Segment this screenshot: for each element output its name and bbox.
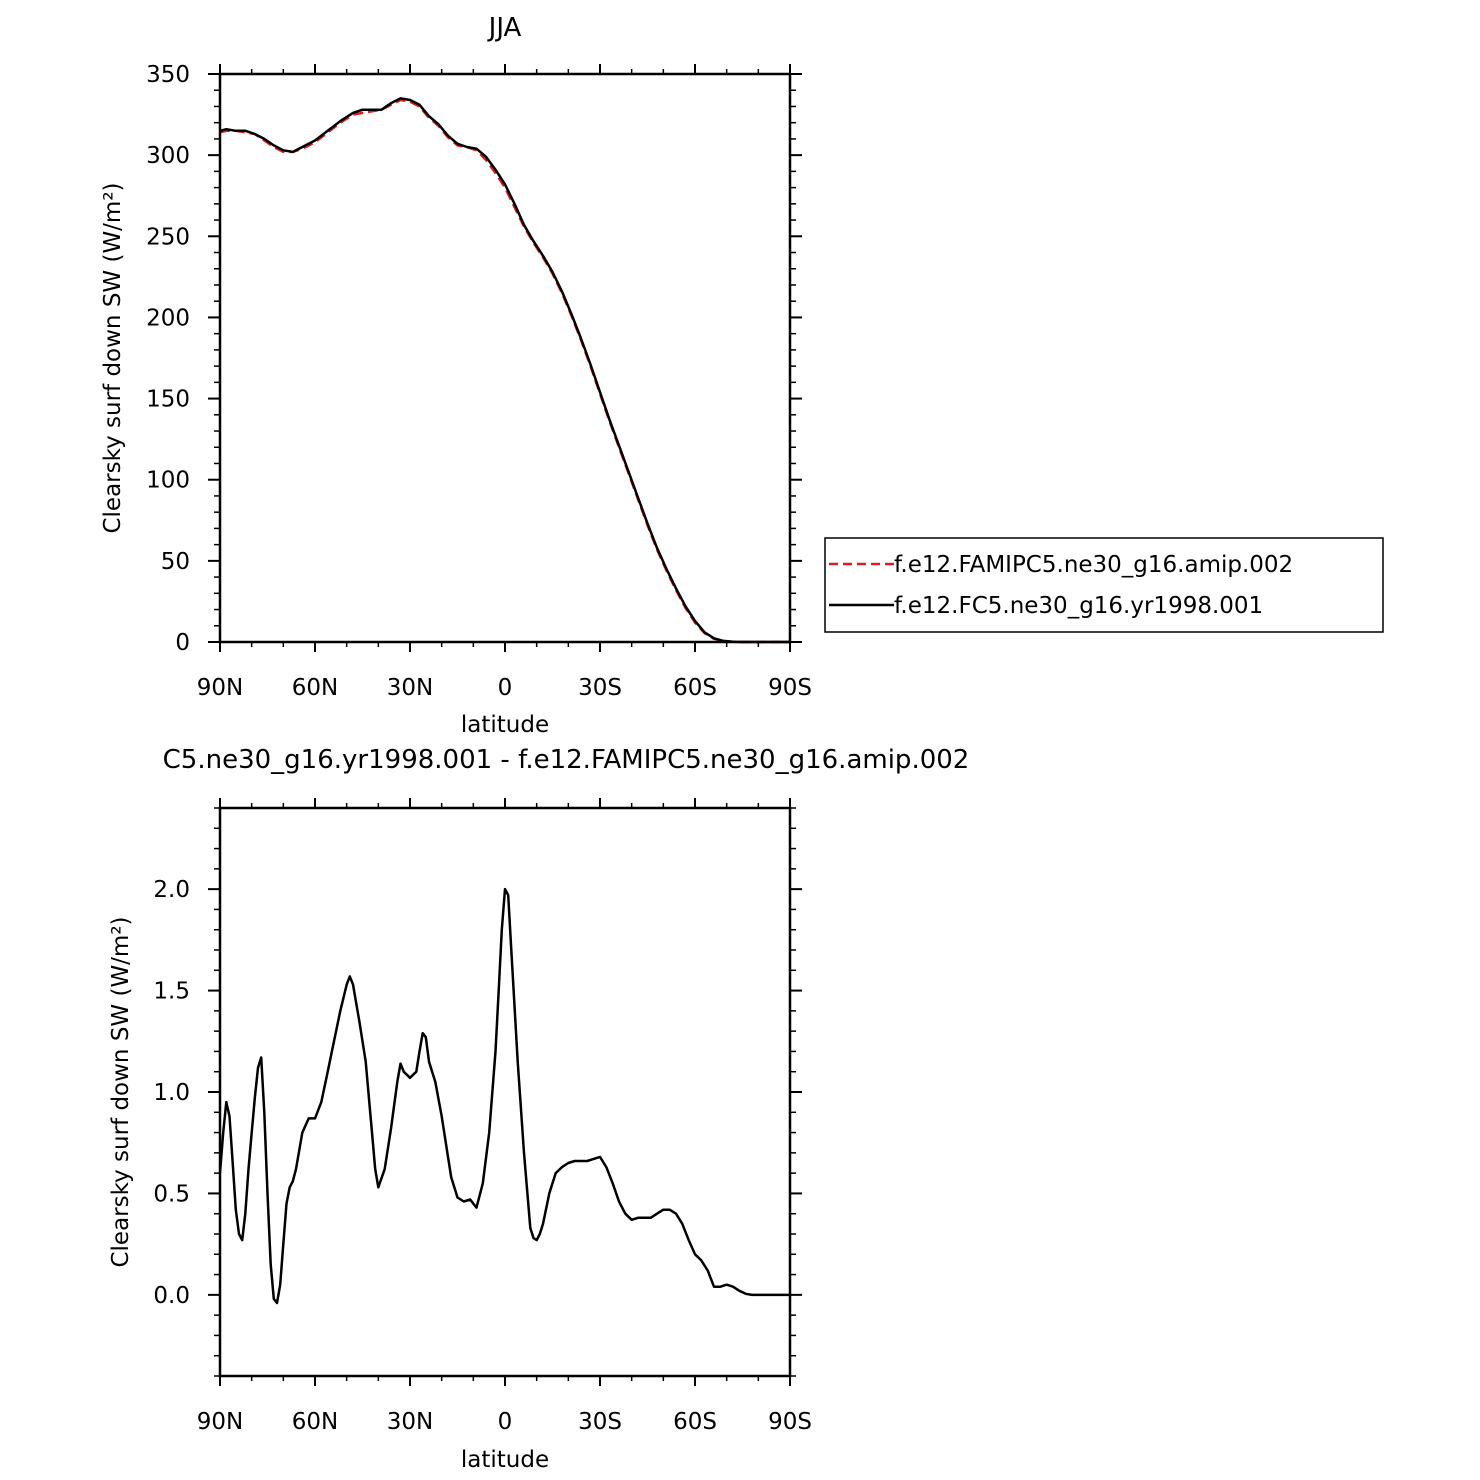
bottom-tick-marks	[208, 798, 802, 1386]
top-y-axis-label: Clearsky surf down SW (W/m²)	[100, 182, 126, 533]
top-y-tick-label: 100	[146, 468, 190, 494]
bottom-series-line-0	[218, 887, 790, 1305]
bottom-y-tick-label: 0.5	[153, 1181, 190, 1207]
top-y-tick-label: 200	[146, 305, 190, 331]
top-y-tick-label: 350	[146, 62, 190, 88]
bottom-y-tick-label: 2.0	[153, 877, 190, 903]
bottom-y-tick-label: 1.0	[153, 1080, 190, 1106]
top-series-line-1	[219, 97, 790, 644]
top-x-tick-label: 30N	[387, 675, 433, 701]
top-x-tick-label: 90S	[768, 675, 812, 701]
bottom-x-tick-label: 0	[498, 1409, 513, 1435]
legend-label-amip: f.e12.FAMIPC5.ne30_g16.amip.002	[894, 552, 1293, 578]
top-tick-labels: 90N 60N 30N 0 30S 60S 90S 0 50 100 150 200 250 300 350	[146, 62, 812, 701]
top-tick-marks	[208, 64, 802, 652]
bottom-x-tick-label: 30S	[578, 1409, 622, 1435]
top-x-axis-label: latitude	[461, 712, 549, 738]
top-y-tick-label: 300	[146, 143, 190, 169]
bottom-x-tick-label: 60N	[292, 1409, 338, 1435]
top-panel-title: JJA	[487, 13, 522, 43]
bottom-x-tick-label: 30N	[387, 1409, 433, 1435]
top-y-tick-label: 150	[146, 387, 190, 413]
bottom-plot-series	[218, 887, 790, 1305]
legend: f.e12.FAMIPC5.ne30_g16.amip.002 f.e12.FC…	[824, 537, 1384, 633]
legend-label-fc5: f.e12.FC5.ne30_g16.yr1998.001	[894, 593, 1263, 619]
top-y-tick-label: 50	[161, 549, 190, 575]
top-y-tick-label: 0	[175, 630, 190, 656]
bottom-panel-title: C5.ne30_g16.yr1998.001 - f.e12.FAMIPC5.n…	[163, 745, 970, 775]
top-x-tick-label: 0	[498, 675, 513, 701]
bottom-y-axis-label: Clearsky surf down SW (W/m²)	[108, 916, 134, 1267]
bottom-panel: C5.ne30_g16.yr1998.001 - f.e12.FAMIPC5.n…	[108, 745, 969, 1473]
bottom-y-tick-label: 0.0	[153, 1283, 190, 1309]
bottom-x-tick-label: 90N	[197, 1409, 243, 1435]
top-x-tick-label: 90N	[197, 675, 243, 701]
top-y-tick-label: 250	[146, 224, 190, 250]
top-plot-frame	[218, 72, 792, 644]
top-x-tick-label: 30S	[578, 675, 622, 701]
bottom-tick-labels: 90N 60N 30N 0 30S 60S 90S 0.0 0.5 1.0 1.5 2.0	[153, 877, 812, 1435]
bottom-x-tick-label: 60S	[673, 1409, 717, 1435]
bottom-x-tick-label: 90S	[768, 1409, 812, 1435]
bottom-x-axis-label: latitude	[461, 1447, 549, 1473]
legend-box	[824, 537, 1384, 633]
bottom-plot-frame	[218, 806, 792, 1378]
top-x-tick-label: 60S	[673, 675, 717, 701]
top-panel: JJA 90N 60N 30N 0 30S 60S 90S 0 50 100 150 200 250 30…	[100, 13, 812, 738]
top-x-tick-label: 60N	[292, 675, 338, 701]
top-series-line-0	[219, 98, 790, 644]
bottom-y-tick-label: 1.5	[153, 979, 190, 1005]
top-plot-series	[219, 97, 790, 644]
